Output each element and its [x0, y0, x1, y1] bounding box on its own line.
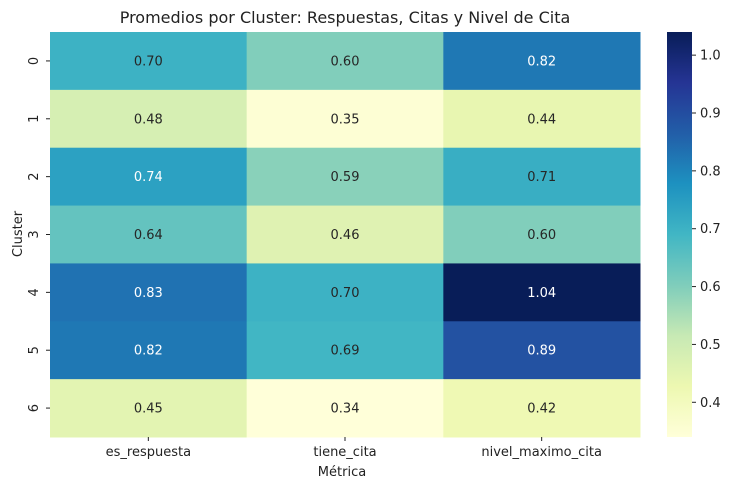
y-axis-label: Cluster	[11, 210, 26, 257]
cell-value-label: 0.64	[134, 228, 163, 243]
heatmap-cell	[50, 263, 248, 322]
colorbar-ticks: 0.4 0.5 0.6 0.7 0.8 0.9 1.0	[692, 49, 721, 411]
y-tick-label: 6	[27, 404, 42, 412]
cell-value-label: 1.04	[527, 286, 556, 301]
y-tick-label: 1	[27, 115, 42, 123]
cell-value-label: 0.46	[331, 228, 360, 243]
x-axis-label: Métrica	[318, 465, 366, 480]
colorbar-tick-label: 0.6	[700, 280, 721, 295]
heatmap-cell	[50, 147, 248, 207]
chart-title: Promedios por Cluster: Respuestas, Citas…	[120, 8, 571, 27]
colorbar-tick-label: 0.5	[700, 338, 721, 353]
cell-value-label: 0.82	[134, 344, 163, 359]
heatmap-cell	[246, 32, 444, 91]
heatmap-cell	[443, 147, 641, 207]
cell-value-label: 0.44	[527, 112, 556, 127]
cell-value-label: 0.42	[527, 402, 556, 417]
y-axis-ticks: 0 1 2 3 4 5 6	[27, 57, 50, 412]
y-tick-label: 3	[27, 230, 42, 238]
heatmap-cell	[246, 321, 444, 380]
x-tick-label: es_respuesta	[106, 445, 191, 460]
heatmap-cell	[443, 205, 641, 264]
colorbar-tick-label: 0.9	[700, 107, 721, 122]
heatmap-cells	[50, 32, 641, 438]
cell-value-label: 0.69	[331, 344, 360, 359]
cell-value-label: 0.70	[134, 54, 163, 69]
heatmap-cell	[50, 89, 248, 149]
colorbar-tick-label: 1.0	[700, 49, 721, 64]
cell-value-label: 0.34	[331, 402, 360, 417]
x-tick-label: nivel_maximo_cita	[481, 445, 602, 460]
cell-value-labels: 0.70 0.60 0.82 0.48 0.35 0.44 0.74 0.59 0.71 0.64…	[134, 54, 556, 416]
cell-value-label: 0.74	[134, 170, 163, 185]
cell-value-label: 0.82	[527, 54, 556, 69]
heatmap-cell	[443, 321, 641, 380]
cell-value-label: 0.70	[331, 286, 360, 301]
heatmap-cell	[246, 205, 444, 264]
cell-value-label: 0.59	[331, 170, 360, 185]
colorbar-tick-label: 0.7	[700, 222, 721, 237]
heatmap-cell	[50, 379, 248, 438]
heatmap-cell	[443, 32, 641, 91]
cell-value-label: 0.60	[527, 228, 556, 243]
cell-value-label: 0.83	[134, 286, 163, 301]
heatmap-cell	[50, 32, 248, 91]
x-tick-label: tiene_cita	[313, 445, 376, 460]
cell-value-label: 0.45	[134, 402, 163, 417]
cell-value-label: 0.71	[527, 170, 556, 185]
heatmap-cell	[443, 379, 641, 438]
heatmap-cell	[246, 379, 444, 438]
heatmap-cell	[50, 205, 248, 264]
y-tick-label: 4	[27, 288, 42, 296]
y-tick-label: 5	[27, 346, 42, 354]
colorbar	[667, 32, 692, 437]
heatmap-cell	[50, 321, 248, 380]
cell-value-label: 0.48	[134, 112, 163, 127]
colorbar-tick-label: 0.8	[700, 164, 721, 179]
heatmap-cell	[443, 89, 641, 149]
heatmap-cell	[246, 147, 444, 207]
y-tick-label: 0	[27, 57, 42, 65]
cell-value-label: 0.60	[331, 54, 360, 69]
y-tick-label: 2	[27, 173, 42, 181]
cell-value-label: 0.89	[527, 344, 556, 359]
heatmap-cell	[246, 263, 444, 322]
x-axis-ticks: es_respuesta tiene_cita nivel_maximo_cita	[106, 437, 602, 460]
heatmap-cell	[443, 263, 641, 322]
colorbar-tick-label: 0.4	[700, 396, 721, 411]
heatmap-cell	[246, 89, 444, 149]
cell-value-label: 0.35	[331, 112, 360, 127]
